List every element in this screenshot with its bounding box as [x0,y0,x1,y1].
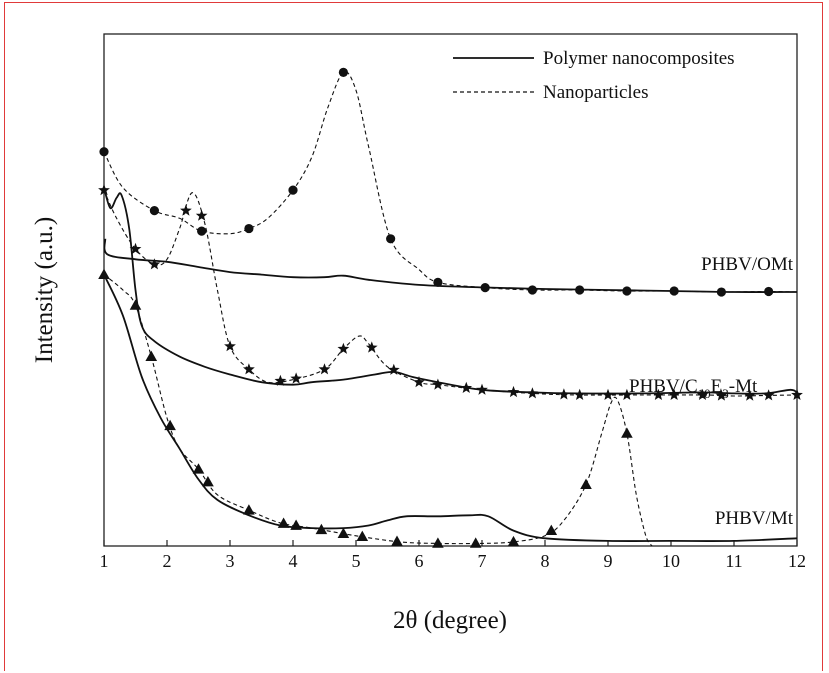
marker-triangle-phbv-mt [290,519,302,530]
marker-triangle-phbv-mt [432,537,444,548]
series-layer [103,71,798,547]
marker-circle-phbv-omt [149,206,159,216]
marker-triangle-phbv-mt [621,427,633,438]
x-tick-label: 9 [604,551,613,571]
marker-triangle-phbv-mt [356,530,369,541]
marker-circle-phbv-omt [527,285,538,295]
x-tick-label: 2 [163,551,172,571]
marker-star-phbv-c10e3-mt [743,389,756,401]
marker-circle-phbv-omt [288,185,298,195]
marker-star-phbv-c10e3-mt [365,341,378,353]
x-tick-label: 10 [662,551,680,571]
x-tick-label: 6 [415,551,424,571]
marker-star-phbv-c10e3-mt [652,388,665,400]
marker-star-phbv-c10e3-mt [507,385,520,398]
series-line-phbv-c10e3-mt-dashed [103,189,798,397]
legend: Polymer nanocomposites Nanoparticles [453,48,735,103]
x-tick-label: 4 [289,551,298,571]
marker-star-phbv-c10e3-mt [621,388,633,400]
marker-star-phbv-c10e3-mt [98,184,110,196]
marker-star-phbv-c10e3-mt [668,388,680,400]
marker-triangle-phbv-mt [164,419,176,431]
label-phbv-c10e3-mt: PHBV/C10E3-Mt [629,376,758,401]
marker-circle-phbv-omt [622,286,632,296]
x-tick-label: 3 [226,551,235,571]
marker-circle-phbv-omt [197,226,207,236]
marker-triangle-phbv-mt [243,504,255,515]
marker-triangle-phbv-mt [337,527,350,538]
marker-star-phbv-c10e3-mt [129,242,142,255]
x-ticks: 1 2 3 4 5 6 7 8 9 10 11 12 [100,540,806,571]
marker-circle-phbv-omt [575,285,585,295]
marker-triangle-phbv-mt [202,476,214,487]
marker-star-phbv-c10e3-mt [290,372,302,384]
marker-star-phbv-c10e3-mt [148,258,161,270]
y-axis-label: Intensity (a.u.) [31,217,58,363]
x-tick-label: 5 [352,551,361,571]
x-tick-label: 11 [725,551,742,571]
marker-circle-phbv-omt [433,277,443,287]
marker-star-phbv-c10e3-mt [337,342,350,354]
marker-triangle-phbv-mt [192,463,205,474]
series-line-phbv-mt-dashed [103,274,653,547]
marker-circle-phbv-omt [716,287,727,297]
plot-area [103,33,798,547]
marker-star-phbv-c10e3-mt [762,389,775,401]
marker-triangle-phbv-mt [391,535,403,546]
marker-star-phbv-c10e3-mt [274,374,287,386]
label-phbv-omt: PHBV/OMt [701,254,794,275]
marker-circle-phbv-omt [386,234,396,244]
x-tick-label: 7 [478,551,487,571]
legend-label-polymer-nanocomposites: Polymer nanocomposites [543,48,735,69]
marker-circle-phbv-omt [99,147,109,157]
marker-star-phbv-c10e3-mt [602,388,614,400]
x-tick-label: 8 [541,551,550,571]
marker-star-phbv-c10e3-mt [558,388,570,400]
x-axis-label: 2θ (degree) [393,607,507,634]
marker-triangle-phbv-mt [545,524,558,535]
marker-star-phbv-c10e3-mt [243,363,255,375]
marker-circle-phbv-omt [244,223,254,234]
marker-circle-phbv-omt [338,67,348,77]
legend-label-nanoparticles: Nanoparticles [543,82,649,103]
marker-triangle-phbv-mt [315,523,328,535]
marker-triangle-phbv-mt [469,537,482,548]
figure-frame [4,2,823,671]
marker-star-phbv-c10e3-mt [526,387,539,399]
markers-layer [98,67,803,548]
marker-star-phbv-c10e3-mt [573,388,586,400]
marker-star-phbv-c10e3-mt [696,388,709,400]
marker-circle-phbv-omt [669,286,679,296]
marker-star-phbv-c10e3-mt [791,388,803,400]
marker-star-phbv-c10e3-mt [180,204,192,216]
x-tick-label: 12 [788,551,806,571]
marker-triangle-phbv-mt [129,299,142,310]
marker-star-phbv-c10e3-mt [460,381,473,393]
x-tick-label: 1 [100,551,109,571]
marker-star-phbv-c10e3-mt [387,363,400,375]
marker-triangle-phbv-mt [507,535,520,547]
marker-star-phbv-c10e3-mt [318,363,331,375]
marker-triangle-phbv-mt [580,478,592,489]
marker-star-phbv-c10e3-mt [715,389,728,401]
marker-triangle-phbv-mt [277,517,290,528]
marker-triangle-phbv-mt [98,268,110,279]
marker-star-phbv-c10e3-mt [195,209,208,221]
marker-star-phbv-c10e3-mt [432,378,444,390]
marker-circle-phbv-omt [480,283,490,293]
marker-star-phbv-c10e3-mt [413,376,425,388]
series-line-phbv-mt-solid [103,274,798,542]
series-line-phbv-omt-solid [103,238,798,293]
marker-circle-phbv-omt [764,286,774,297]
series-line-phbv-omt-dashed [103,71,798,293]
marker-star-phbv-c10e3-mt [476,383,488,395]
marker-star-phbv-c10e3-mt [224,340,236,352]
marker-triangle-phbv-mt [145,350,158,361]
label-phbv-mt: PHBV/Mt [715,508,794,529]
